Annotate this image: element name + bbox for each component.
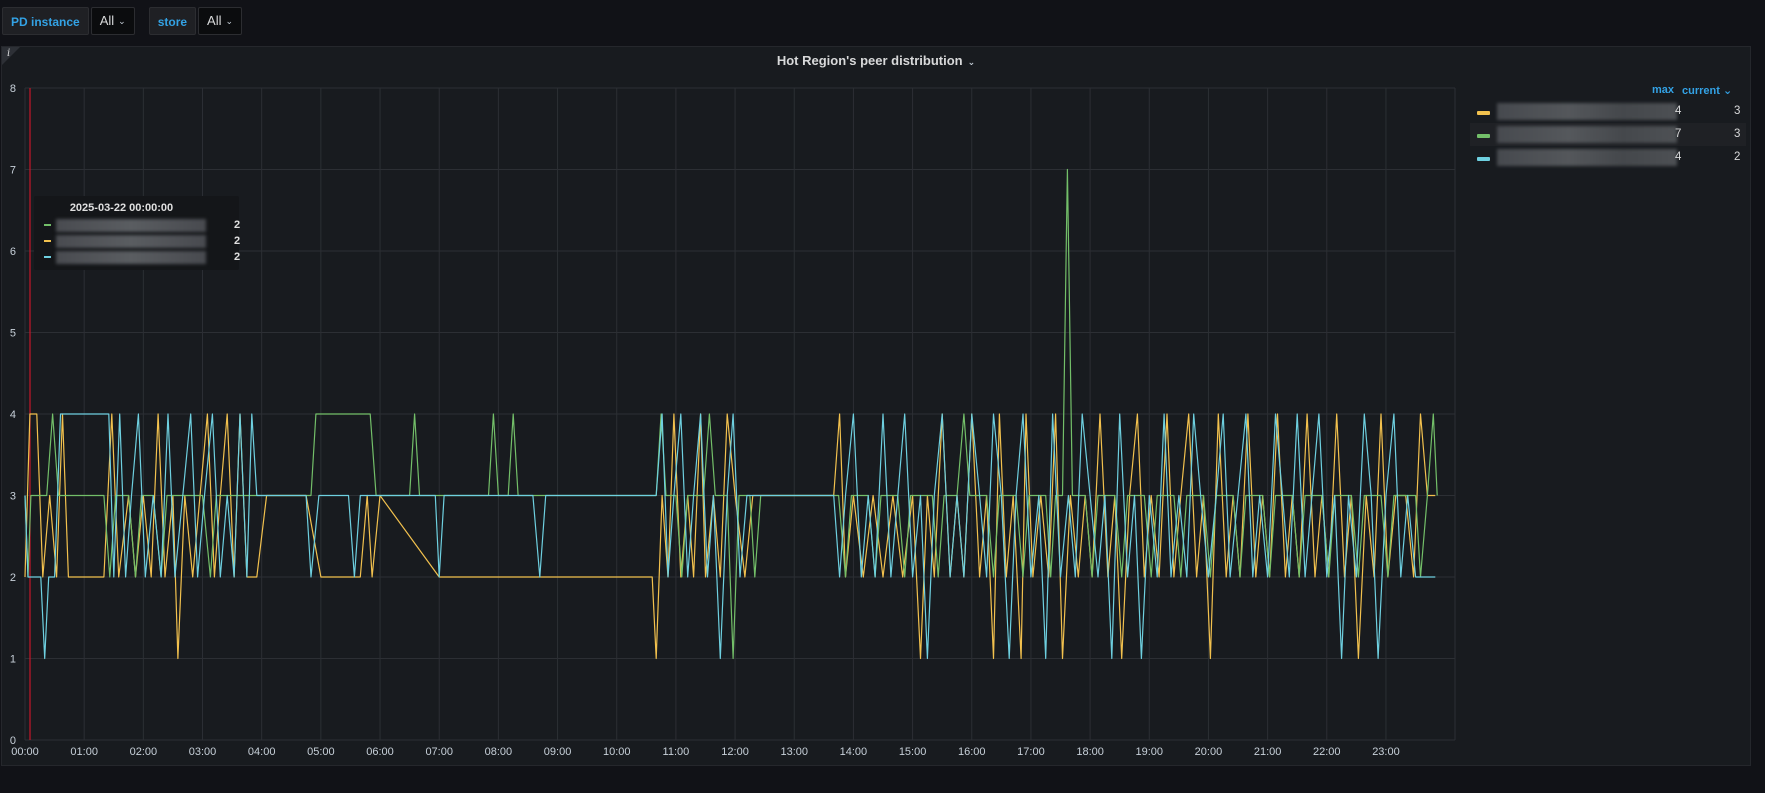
y-tick-label: 1 [10,654,16,666]
legend-item[interactable]: 4 3 [1470,100,1746,123]
hover-tooltip: 2025-03-22 00:00:00 2 2 2 [34,196,241,270]
legend-series-name-redacted [1497,126,1677,143]
x-tick-label: 12:00 [721,746,749,758]
x-tick-label: 15:00 [899,746,927,758]
tooltip-series-color-2 [44,256,51,258]
chevron-down-icon: ⌄ [225,16,234,26]
tooltip-row: 2 [44,250,241,265]
legend-header: max current ⌄ [1470,84,1746,100]
panel-title-text: Hot Region's peer distribution [776,53,963,68]
x-tick-label: 23:00 [1372,746,1400,758]
y-tick-label: 8 [10,83,16,95]
legend-max: 7 [1675,128,1682,140]
x-axis: 00:00 01:00 02:00 03:00 04:00 05:00 06:00 07:00… [11,746,1399,758]
series-line-2 [24,413,1436,660]
x-tick-label: 18:00 [1076,746,1104,758]
legend-swatch-0 [1477,111,1490,115]
x-tick-label: 03:00 [189,746,217,758]
x-tick-label: 07:00 [425,746,453,758]
x-tick-label: 17:00 [1017,746,1045,758]
tooltip-value: 2 [234,251,241,263]
variable-label-store: store [148,7,197,35]
pd-instance-select-value: All [99,13,115,28]
x-tick-label: 16:00 [958,746,986,758]
chart-grid [24,87,1456,741]
legend-max: 4 [1675,105,1682,117]
chart-legend: max current ⌄ 4 3 7 3 4 2 [1470,84,1746,169]
y-tick-label: 0 [10,735,16,747]
x-tick-label: 14:00 [840,746,868,758]
tooltip-series-name-redacted [56,235,206,248]
legend-column-current[interactable]: current ⌄ [1682,84,1732,97]
variable-label-pd-instance: PD instance [2,7,89,35]
legend-column-current-label: current [1682,85,1720,97]
tooltip-time: 2025-03-22 00:00:00 [69,202,174,214]
legend-column-max[interactable]: max [1652,84,1675,96]
y-tick-label: 7 [10,165,16,177]
tooltip-series-color-1 [44,240,51,242]
legend-swatch-2 [1477,157,1490,161]
chevron-down-icon: ⌄ [118,16,126,26]
tooltip-series-name-redacted [56,251,206,264]
tooltip-value: 2 [234,219,241,231]
x-tick-label: 21:00 [1254,746,1282,758]
x-tick-label: 19:00 [1136,746,1164,758]
store-select[interactable]: All ⌄ [198,7,243,35]
y-tick-label: 2 [10,572,16,584]
panel-title[interactable]: Hot Region's peer distribution ⌄ [2,53,1750,68]
chevron-down-icon: ⌄ [1722,85,1733,97]
x-tick-label: 11:00 [663,746,690,758]
x-tick-label: 10:00 [603,746,631,758]
tooltip-series-color-0 [44,224,51,226]
legend-series-name-redacted [1497,149,1677,166]
tooltip-series-name-redacted [56,219,206,232]
y-axis: 0 1 2 3 4 5 6 7 8 [10,83,16,747]
info-icon[interactable]: i [7,48,11,59]
tooltip-row: 2 [44,218,241,233]
y-tick-label: 6 [10,246,16,258]
legend-item[interactable]: 7 3 [1470,123,1746,146]
x-tick-label: 05:00 [307,746,335,758]
y-tick-label: 3 [10,491,16,503]
x-tick-label: 20:00 [1195,746,1223,758]
x-tick-label: 09:00 [544,746,572,758]
legend-current: 3 [1734,128,1741,140]
y-tick-label: 5 [10,328,16,340]
legend-current: 3 [1734,105,1741,117]
x-tick-label: 13:00 [780,746,808,758]
y-tick-label: 4 [10,409,16,421]
tooltip-value: 2 [234,235,241,247]
chart-series [24,168,1438,660]
tooltip-row: 2 [44,234,241,249]
x-tick-label: 02:00 [130,746,158,758]
x-tick-label: 22:00 [1313,746,1341,758]
legend-max: 4 [1675,151,1682,163]
panel-info-corner[interactable] [2,47,20,65]
x-tick-label: 00:00 [11,746,39,758]
legend-swatch-1 [1477,134,1490,138]
variable-bar: PD instance All ⌄ store All ⌄ [0,7,243,35]
legend-current: 2 [1734,151,1741,163]
graph-panel: i Hot Region's peer distribution ⌄ [1,46,1751,766]
pd-instance-select[interactable]: All ⌄ [90,7,135,35]
store-select-value: All [207,13,222,28]
legend-series-name-redacted [1497,103,1677,120]
legend-item[interactable]: 4 2 [1470,146,1746,169]
x-tick-label: 04:00 [248,746,276,758]
x-tick-label: 01:00 [70,746,98,758]
x-tick-label: 08:00 [485,746,513,758]
x-tick-label: 06:00 [366,746,394,758]
chevron-down-icon: ⌄ [967,57,976,67]
